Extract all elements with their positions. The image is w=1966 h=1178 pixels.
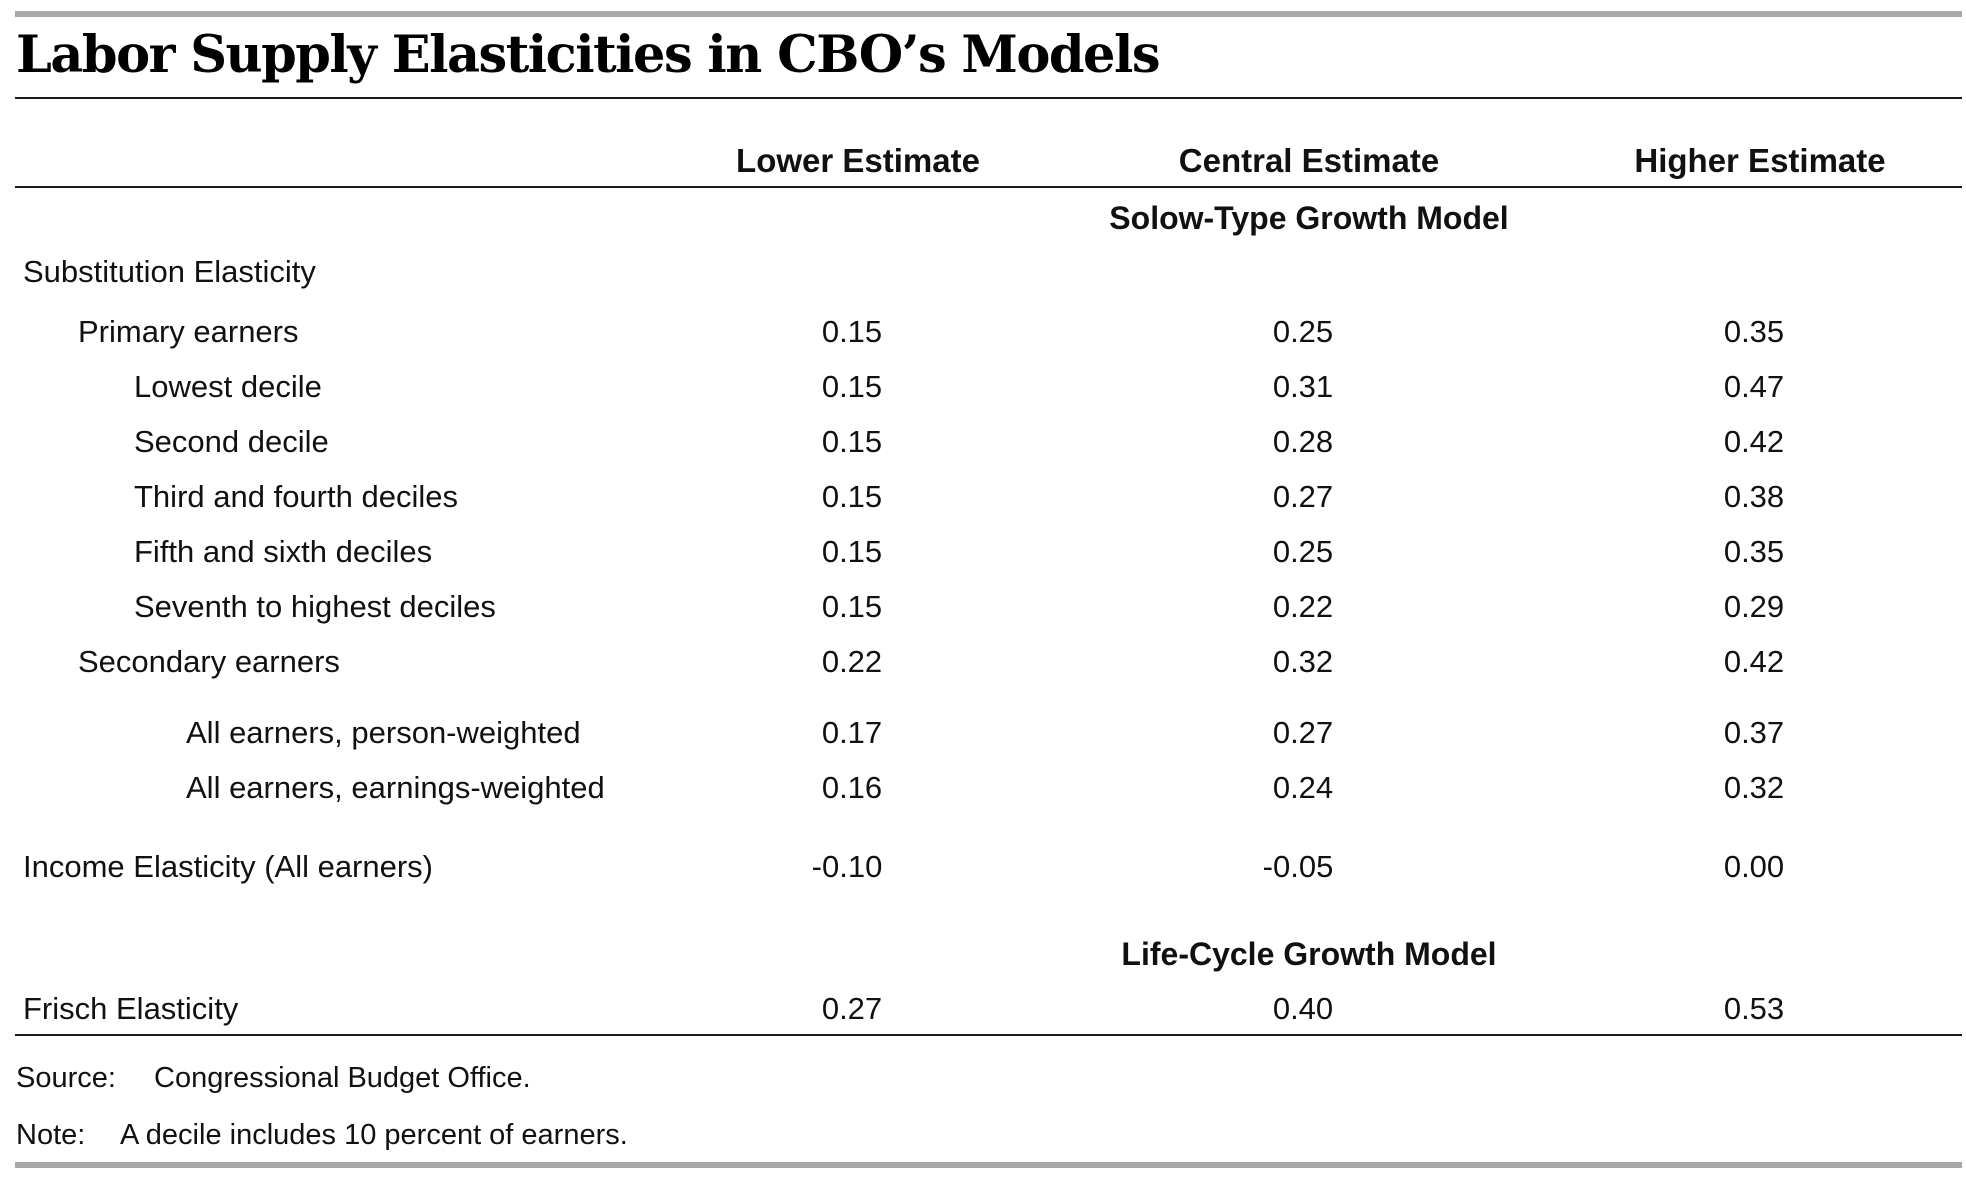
row-label: Second decile <box>134 424 329 459</box>
cell-central: 0.27 <box>1272 479 1334 514</box>
row-label: Seventh to highest deciles <box>134 589 496 624</box>
cell-lower: 0.15 <box>821 479 883 514</box>
cell-higher: 0.35 <box>1723 534 1785 569</box>
cell-higher: 0.00 <box>1723 849 1785 884</box>
cell-central: 0.25 <box>1272 534 1334 569</box>
cell-higher: 0.47 <box>1723 369 1785 404</box>
source-label: Source: <box>16 1062 116 1094</box>
note-label: Note: <box>16 1119 86 1151</box>
row-label: Frisch Elasticity <box>23 991 239 1026</box>
bottom-border-bar <box>15 1162 1962 1168</box>
row-label-substitution-elasticity: Substitution Elasticity <box>23 254 316 289</box>
cell-higher: 0.38 <box>1723 479 1785 514</box>
source-text: Congressional Budget Office. <box>154 1062 531 1094</box>
cell-lower: -0.10 <box>811 849 883 884</box>
cell-higher: 0.35 <box>1723 314 1785 349</box>
section-heading-life-cycle: Life-Cycle Growth Model <box>1121 936 1497 972</box>
column-header-lower: Lower Estimate <box>736 142 980 179</box>
row-label: Third and fourth deciles <box>134 479 458 514</box>
cell-lower: 0.15 <box>821 314 883 349</box>
table-title: Labor Supply Elasticities in CBO’s Model… <box>16 25 1161 85</box>
cell-lower: 0.15 <box>821 424 883 459</box>
row-label: Secondary earners <box>78 644 340 679</box>
section-heading-solow: Solow-Type Growth Model <box>1109 200 1509 236</box>
cell-central: -0.05 <box>1262 849 1334 884</box>
cell-lower: 0.17 <box>821 715 883 750</box>
cell-higher: 0.37 <box>1723 715 1785 750</box>
cell-higher: 0.53 <box>1723 991 1785 1026</box>
row-label: All earners, person-weighted <box>186 715 581 750</box>
cell-central: 0.31 <box>1272 369 1334 404</box>
cell-lower: 0.16 <box>821 770 883 805</box>
cell-lower: 0.15 <box>821 589 883 624</box>
cell-central: 0.24 <box>1272 770 1334 805</box>
cell-higher: 0.29 <box>1723 589 1785 624</box>
row-label: Fifth and sixth deciles <box>134 534 433 569</box>
title-rule <box>15 97 1962 99</box>
cell-lower: 0.15 <box>821 369 883 404</box>
note-text: A decile includes 10 percent of earners. <box>120 1119 628 1151</box>
top-border-bar <box>15 11 1962 17</box>
cell-lower: 0.27 <box>821 991 883 1026</box>
row-label: Income Elasticity (All earners) <box>23 849 434 884</box>
column-header-central: Central Estimate <box>1178 142 1440 179</box>
row-label: Lowest decile <box>134 369 322 404</box>
cell-higher: 0.42 <box>1723 644 1785 679</box>
cell-central: 0.32 <box>1272 644 1334 679</box>
row-label: All earners, earnings-weighted <box>186 770 605 805</box>
cell-lower: 0.15 <box>821 534 883 569</box>
cell-higher: 0.42 <box>1723 424 1785 459</box>
cell-central: 0.40 <box>1272 991 1334 1026</box>
cell-lower: 0.22 <box>821 644 883 679</box>
column-header-higher: Higher Estimate <box>1634 142 1886 179</box>
cell-central: 0.27 <box>1272 715 1334 750</box>
cell-higher: 0.32 <box>1723 770 1785 805</box>
cell-central: 0.25 <box>1272 314 1334 349</box>
header-rule <box>15 186 1962 188</box>
table-bottom-rule <box>15 1034 1962 1036</box>
cell-central: 0.22 <box>1272 589 1334 624</box>
row-label: Primary earners <box>78 314 299 349</box>
cell-central: 0.28 <box>1272 424 1334 459</box>
